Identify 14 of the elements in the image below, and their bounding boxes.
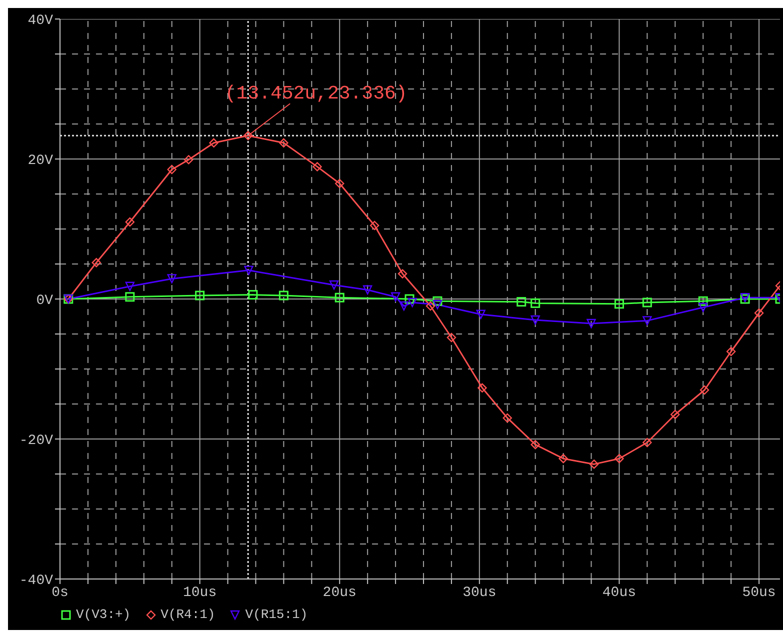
y-tick-label: 0V bbox=[36, 292, 54, 309]
legend-label: V(V3:+) bbox=[76, 607, 131, 622]
x-tick-label: 50us bbox=[742, 584, 776, 601]
x-tick-label: 30us bbox=[462, 584, 496, 601]
y-tick-label: -40V bbox=[19, 572, 54, 589]
y-tick-label: -20V bbox=[19, 432, 54, 449]
legend-label: V(R4:1) bbox=[160, 607, 216, 622]
y-tick-label: 40V bbox=[28, 12, 54, 29]
x-tick-label: 20us bbox=[322, 584, 356, 601]
y-tick-label: 20V bbox=[28, 152, 54, 169]
x-tick-label: 40us bbox=[602, 584, 636, 601]
legend-label: V(R15:1) bbox=[245, 607, 308, 622]
x-tick-label: 10us bbox=[183, 584, 217, 601]
x-tick-label: 0s bbox=[52, 584, 68, 601]
